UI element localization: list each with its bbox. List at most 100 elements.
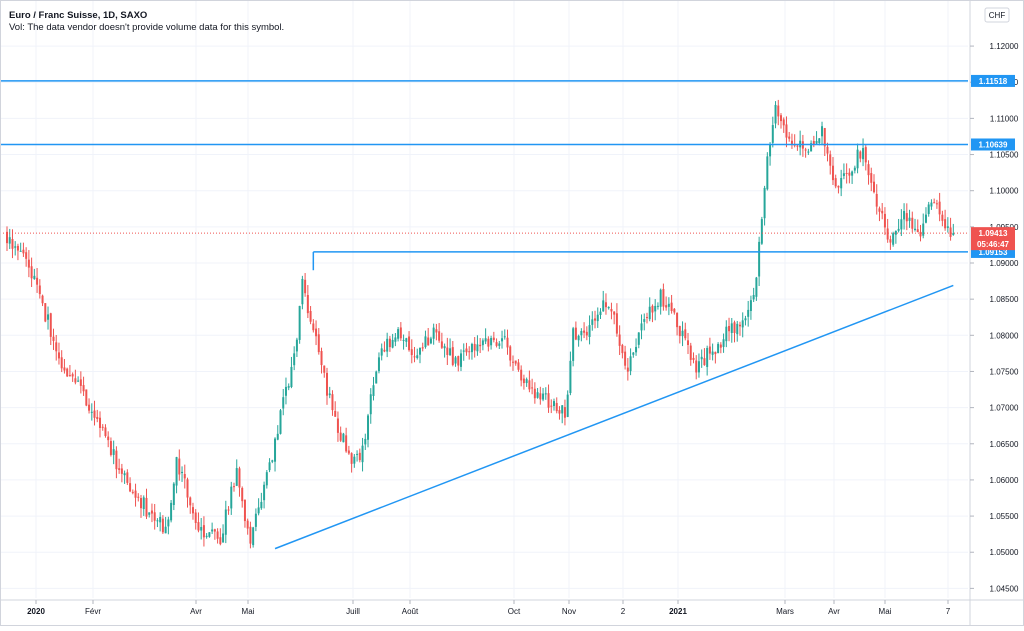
candle bbox=[725, 320, 728, 348]
candle-body bbox=[583, 330, 586, 333]
candle bbox=[222, 524, 225, 543]
candle-body bbox=[126, 472, 129, 483]
candle bbox=[454, 355, 457, 367]
currency-badge[interactable]: CHF bbox=[984, 7, 1010, 23]
candle-body bbox=[386, 338, 389, 352]
x-tick-label: Avr bbox=[190, 607, 202, 616]
candle bbox=[388, 335, 391, 352]
candle bbox=[509, 345, 512, 367]
candle-body bbox=[175, 457, 178, 486]
candle-body bbox=[260, 501, 263, 509]
candle-body bbox=[399, 327, 402, 339]
candle-body bbox=[55, 342, 58, 352]
candle-body bbox=[867, 164, 870, 176]
candle bbox=[626, 358, 629, 381]
candle-body bbox=[36, 277, 39, 285]
y-tick-label: 1.05000 bbox=[990, 548, 1019, 557]
candle bbox=[487, 336, 490, 352]
candle bbox=[399, 322, 402, 341]
candle bbox=[465, 342, 468, 356]
candle-body bbox=[315, 328, 318, 337]
candle bbox=[347, 445, 350, 455]
candle bbox=[528, 370, 531, 393]
candle bbox=[435, 323, 438, 341]
candle bbox=[462, 343, 465, 361]
candle-body bbox=[733, 322, 736, 333]
candle-body bbox=[336, 418, 339, 433]
candle-body bbox=[531, 387, 534, 389]
candle-body bbox=[487, 338, 490, 347]
candle-body bbox=[810, 143, 813, 152]
candle bbox=[77, 376, 80, 383]
candle-body bbox=[933, 202, 936, 204]
candle bbox=[845, 163, 848, 184]
level-tag-bg bbox=[971, 74, 1015, 87]
candle-body bbox=[183, 473, 186, 479]
candle-body bbox=[481, 340, 484, 346]
candle bbox=[856, 143, 859, 174]
candle-body bbox=[823, 128, 826, 147]
candle bbox=[944, 209, 947, 231]
candle-body bbox=[435, 329, 438, 333]
candle bbox=[563, 399, 566, 426]
candle bbox=[120, 463, 123, 483]
candle bbox=[550, 399, 553, 414]
candle bbox=[49, 312, 52, 345]
candle bbox=[85, 389, 88, 407]
candle-body bbox=[501, 338, 504, 342]
candle-body bbox=[717, 343, 720, 354]
candle-body bbox=[924, 214, 927, 223]
candle bbox=[367, 413, 370, 448]
candle bbox=[613, 311, 616, 325]
candle bbox=[933, 198, 936, 204]
candle bbox=[421, 342, 424, 352]
support-trendline[interactable] bbox=[274, 284, 954, 550]
x-tick-label: 2021 bbox=[669, 607, 687, 616]
chart-grid bbox=[0, 0, 968, 598]
candle bbox=[115, 446, 118, 479]
candle bbox=[747, 300, 750, 327]
candle bbox=[356, 450, 359, 462]
x-tick-label: Mai bbox=[242, 607, 255, 616]
candle-body bbox=[788, 136, 791, 139]
candle bbox=[252, 526, 255, 548]
candle-body bbox=[837, 185, 840, 188]
candle-body bbox=[886, 228, 889, 240]
candle-body bbox=[44, 303, 47, 322]
candle-body bbox=[153, 512, 156, 521]
candle bbox=[287, 383, 290, 391]
candle bbox=[692, 352, 695, 364]
candle bbox=[397, 327, 400, 342]
candle-body bbox=[443, 346, 446, 349]
candle-body bbox=[629, 356, 632, 372]
x-tick-label: Févr bbox=[85, 607, 101, 616]
candle bbox=[501, 330, 504, 349]
candle bbox=[142, 495, 145, 516]
candle-body bbox=[528, 380, 531, 390]
last-price-tag-bg bbox=[971, 227, 1015, 251]
candle bbox=[38, 279, 41, 299]
candle bbox=[416, 348, 419, 360]
candle-body bbox=[112, 449, 115, 455]
candle-body bbox=[544, 393, 547, 395]
candle-body bbox=[542, 393, 545, 400]
candle-body bbox=[353, 456, 356, 464]
candle bbox=[353, 454, 356, 468]
candle-body bbox=[831, 165, 834, 181]
candle bbox=[468, 346, 471, 360]
candle bbox=[44, 303, 47, 323]
candle-body bbox=[607, 306, 610, 309]
candle-body bbox=[553, 401, 555, 407]
candle-body bbox=[356, 453, 359, 455]
candle-body bbox=[790, 140, 793, 145]
candle-body bbox=[194, 512, 197, 524]
candle-body bbox=[224, 509, 227, 535]
candle-body bbox=[276, 433, 279, 440]
candle bbox=[938, 192, 941, 222]
candle-body bbox=[405, 338, 408, 342]
x-tick-label: 2 bbox=[621, 607, 626, 616]
candle-body bbox=[796, 145, 799, 147]
candle bbox=[443, 343, 446, 358]
